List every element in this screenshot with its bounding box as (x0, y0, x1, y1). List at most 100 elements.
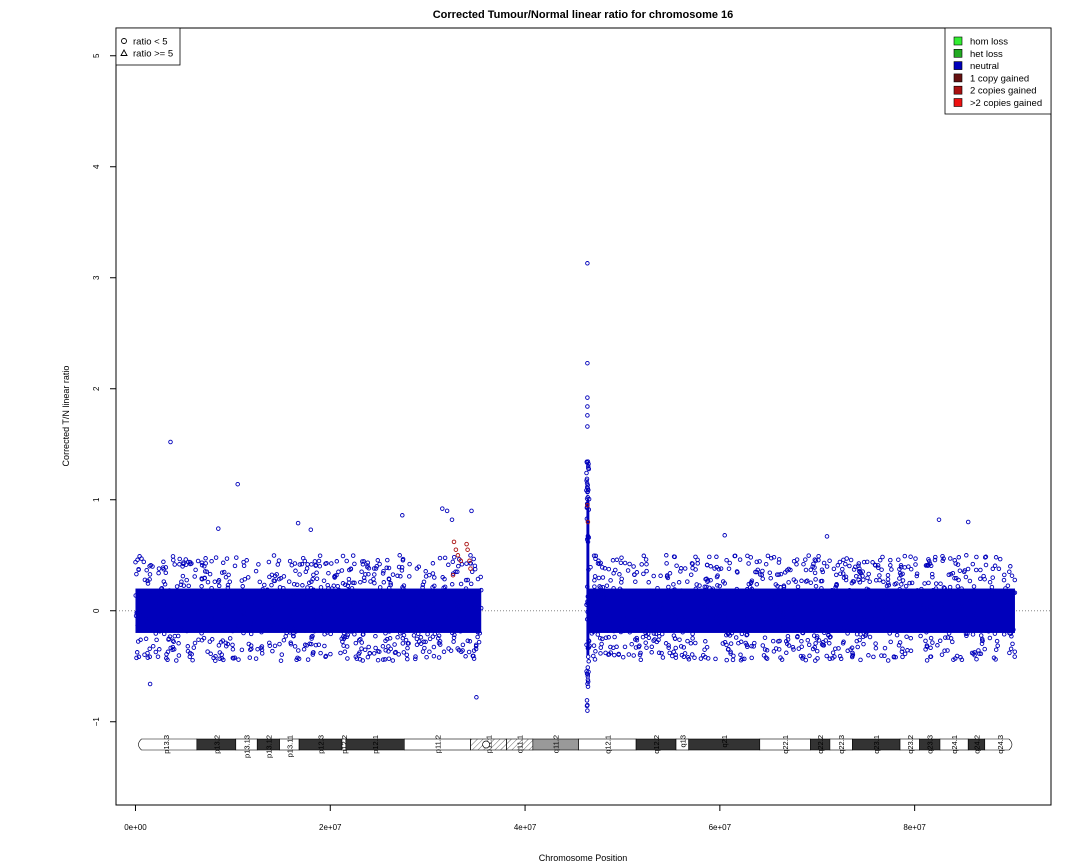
data-point (713, 656, 718, 662)
data-point (139, 600, 144, 606)
data-point (322, 643, 327, 649)
data-point (746, 561, 751, 566)
data-point (395, 635, 400, 640)
legend-swatch (953, 36, 963, 46)
data-point (289, 562, 295, 568)
data-point (448, 648, 454, 653)
data-point (292, 644, 298, 649)
data-point (664, 553, 669, 558)
data-point (425, 623, 430, 629)
data-point (774, 616, 779, 621)
data-point (1001, 632, 1007, 637)
data-point (684, 627, 690, 633)
data-point (401, 650, 407, 655)
data-point (223, 612, 229, 617)
data-point (703, 622, 709, 627)
data-point (788, 604, 793, 609)
data-point (890, 603, 895, 608)
data-point (926, 558, 932, 564)
data-point (864, 559, 870, 565)
data-point (271, 553, 277, 558)
data-point (638, 624, 644, 630)
data-point (219, 611, 224, 617)
data-point (365, 563, 370, 568)
data-point (274, 589, 280, 594)
data-point (217, 600, 222, 606)
data-point (751, 644, 756, 649)
data-point (177, 556, 182, 562)
data-point (861, 577, 866, 582)
y-tick-label: 3 (92, 275, 101, 280)
data-point (683, 615, 688, 621)
data-point (724, 657, 729, 663)
data-point (791, 647, 796, 652)
ideogram-band-label: q22.2 (816, 735, 825, 754)
data-point (617, 572, 622, 577)
data-point (195, 558, 201, 564)
data-point (813, 577, 818, 582)
data-point (458, 558, 464, 564)
data-point (861, 617, 867, 623)
data-point (730, 612, 736, 618)
ideogram-band-label: q23.3 (926, 735, 935, 754)
data-point (795, 584, 801, 590)
data-point (584, 488, 589, 493)
data-point (372, 580, 377, 586)
data-point (170, 554, 176, 559)
data-point (371, 566, 377, 571)
data-point (1005, 613, 1010, 618)
data-point (960, 603, 966, 609)
data-point (831, 566, 837, 572)
data-point (424, 654, 429, 660)
data-point (678, 569, 683, 574)
data-point (743, 640, 748, 646)
data-point (431, 644, 437, 650)
data-point-cloud (586, 499, 590, 656)
data-point (936, 604, 941, 610)
data-point (1004, 600, 1009, 605)
data-point (300, 583, 305, 588)
data-point (619, 623, 625, 628)
data-point (932, 615, 938, 620)
data-point (313, 600, 319, 605)
data-point (161, 559, 166, 565)
data-point (632, 572, 637, 577)
data-point (385, 557, 390, 563)
data-point (720, 579, 726, 584)
data-point (585, 261, 590, 266)
data-point (172, 633, 178, 639)
data-point (667, 650, 672, 656)
data-point (365, 560, 371, 565)
data-point (290, 633, 296, 639)
data-point (323, 653, 329, 659)
data-point (185, 610, 190, 615)
data-point (774, 572, 780, 577)
data-point (373, 645, 378, 651)
data-point (585, 684, 591, 689)
data-point (850, 588, 856, 594)
data-point (646, 580, 651, 585)
data-point (396, 652, 401, 657)
data-point (174, 658, 179, 663)
data-point (786, 580, 791, 585)
data-point (262, 582, 267, 588)
data-point (256, 562, 261, 567)
data-point (386, 649, 391, 654)
data-point (377, 649, 382, 654)
data-point (205, 579, 211, 585)
data-point (145, 581, 151, 586)
data-point (995, 643, 1000, 648)
data-point (585, 702, 590, 708)
data-point (1009, 611, 1014, 617)
data-point (227, 579, 233, 584)
data-point (147, 572, 153, 577)
data-point (469, 508, 474, 514)
data-point (405, 656, 410, 662)
data-point (875, 563, 881, 568)
data-point (622, 644, 628, 650)
data-point (851, 567, 857, 572)
data-point (586, 567, 591, 572)
data-point (795, 634, 800, 640)
data-point (324, 560, 329, 566)
data-point (302, 602, 307, 608)
